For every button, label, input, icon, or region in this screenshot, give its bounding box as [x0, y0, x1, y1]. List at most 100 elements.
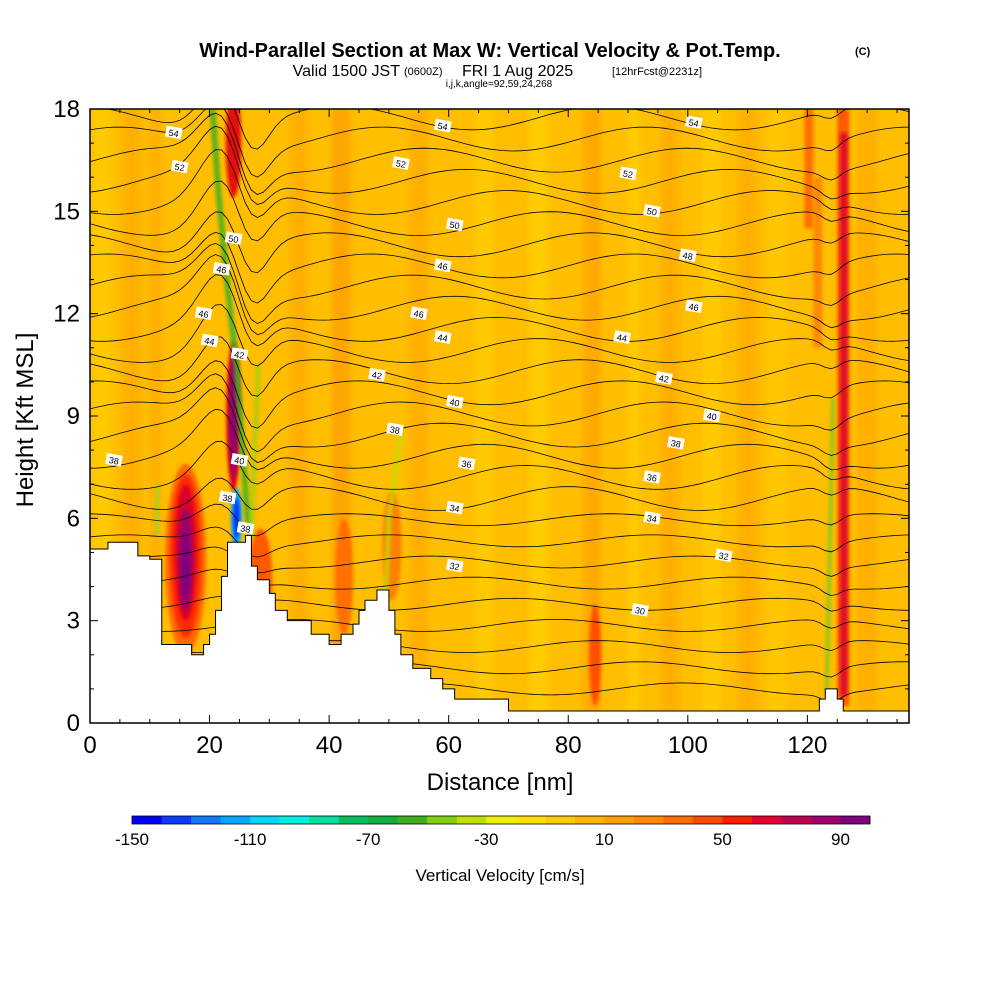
theta-contour-label: 40	[230, 453, 249, 467]
theta-contour-label: 44	[200, 333, 219, 348]
colorbar-swatch	[309, 816, 340, 824]
copyright-mark: (C)	[855, 46, 871, 58]
contour-label-background	[685, 299, 703, 314]
contour-label-background	[200, 333, 219, 348]
colorbar-swatch	[279, 816, 310, 824]
contour-label-text: 42	[234, 349, 246, 361]
colorbar-swatch	[751, 816, 782, 824]
colorbar-swatch	[220, 816, 251, 824]
y-tick-label: 0	[67, 710, 80, 737]
x-tick-label: 120	[787, 732, 827, 759]
theta-contour-label: 40	[702, 408, 721, 423]
theta-contour-line	[90, 109, 909, 178]
theta-contour-label: 46	[194, 306, 213, 320]
contour-label-text: 44	[437, 332, 449, 344]
theta-contour-label: 34	[445, 500, 464, 515]
theta-contour-label: 54	[164, 125, 183, 140]
colorbar-swatch	[250, 816, 280, 824]
contour-label-text: 50	[646, 206, 658, 218]
colorbar: -150 -110 -70 -30 10 50 90	[115, 815, 871, 849]
contour-label-text: 32	[718, 551, 730, 563]
colorbar-tick-label: 10	[595, 830, 614, 849]
theta-contour-label: 40	[445, 395, 464, 409]
contour-label-background	[643, 470, 661, 484]
terrain-mask	[90, 534, 909, 723]
chart-subtitle: Valid 1500 JST (0600Z) FRI 1 Aug 2025 [1…	[293, 63, 702, 80]
theta-contour-label: 52	[170, 159, 189, 174]
velocity-stripe	[660, 109, 679, 723]
contour-label-text: 36	[646, 472, 658, 484]
valid-utc: (0600Z)	[404, 66, 443, 78]
velocity-stripe	[290, 109, 309, 723]
theta-contour-line	[106, 109, 909, 150]
theta-contour-line	[90, 242, 909, 325]
contour-label-text: 30	[634, 605, 646, 617]
colorbar-swatch	[397, 816, 428, 824]
theta-contour-line	[90, 477, 909, 511]
contour-label-background	[230, 453, 249, 467]
theta-contour-label: 42	[655, 371, 673, 385]
theta-contour-line	[90, 274, 909, 347]
contour-label-text: 38	[108, 455, 120, 467]
contour-label-background	[433, 330, 452, 344]
theta-contour-line	[90, 304, 909, 367]
contour-label-background	[218, 490, 237, 505]
theta-contour-line	[90, 211, 909, 274]
theta-contour-label: 52	[392, 156, 410, 170]
contour-label-background	[643, 204, 661, 218]
contour-label-text: 38	[670, 438, 682, 450]
contour-label-background	[433, 118, 452, 133]
contour-label-text: 46	[198, 308, 210, 320]
contour-label-text: 38	[222, 493, 234, 505]
contour-label-background	[445, 395, 464, 409]
contour-label-background	[368, 367, 386, 382]
theta-contour-label: 50	[224, 231, 243, 245]
colorbar-swatch	[486, 816, 517, 824]
theta-contours	[90, 109, 909, 704]
colorbar-swatch	[191, 816, 221, 824]
colorbar-tick-label: -150	[115, 830, 149, 849]
theta-contour-label: 34	[643, 511, 661, 525]
theta-contour-label: 38	[667, 435, 685, 450]
colorbar-swatch	[781, 816, 812, 824]
forecast-time: [12hrFcst@2231z]	[612, 66, 702, 78]
colorbar-swatch	[692, 816, 723, 824]
colorbar-swatch	[604, 816, 635, 824]
theta-contour-line	[90, 125, 909, 205]
theta-contour-line	[90, 568, 909, 597]
contour-label-text: 42	[658, 373, 670, 385]
x-tick-label: 40	[316, 732, 343, 759]
downdraft-band	[153, 484, 162, 536]
velocity-stripe	[583, 109, 602, 723]
velocity-stripe	[738, 109, 757, 723]
theta-contour-line	[90, 360, 909, 429]
theta-contour-label: 48	[679, 248, 697, 262]
theta-contour-line	[90, 503, 909, 537]
y-tick-label: 18	[53, 96, 80, 123]
contour-label-text: 46	[413, 308, 425, 320]
contour-label-text: 36	[461, 458, 473, 470]
velocity-stripe	[529, 109, 548, 723]
colorbar-tick-label: -110	[234, 830, 267, 849]
contour-label-background	[714, 548, 733, 563]
colorbar-swatch	[368, 816, 399, 824]
velocity-cell	[813, 177, 823, 348]
colorbar-swatch	[338, 816, 369, 824]
contour-label-text: 50	[449, 220, 461, 232]
velocity-cell	[225, 109, 242, 198]
colorbar-swatch	[663, 816, 694, 824]
x-axis-label: Distance [nm]	[427, 769, 574, 796]
contour-label-text: 40	[234, 455, 246, 467]
contour-label-text: 32	[449, 561, 461, 573]
theta-contour-label: 50	[643, 204, 661, 218]
theta-contour-label: 44	[613, 330, 631, 344]
colorbar-label: Vertical Velocity [cm/s]	[415, 866, 584, 885]
colorbar-swatch	[633, 816, 664, 824]
contour-label-text: 34	[449, 503, 461, 515]
theta-contour-label: 30	[631, 603, 649, 617]
theta-contour-label: 36	[457, 456, 476, 471]
contour-label-background	[230, 347, 249, 361]
theta-contour-line	[90, 526, 909, 558]
contour-label-background	[702, 408, 721, 423]
